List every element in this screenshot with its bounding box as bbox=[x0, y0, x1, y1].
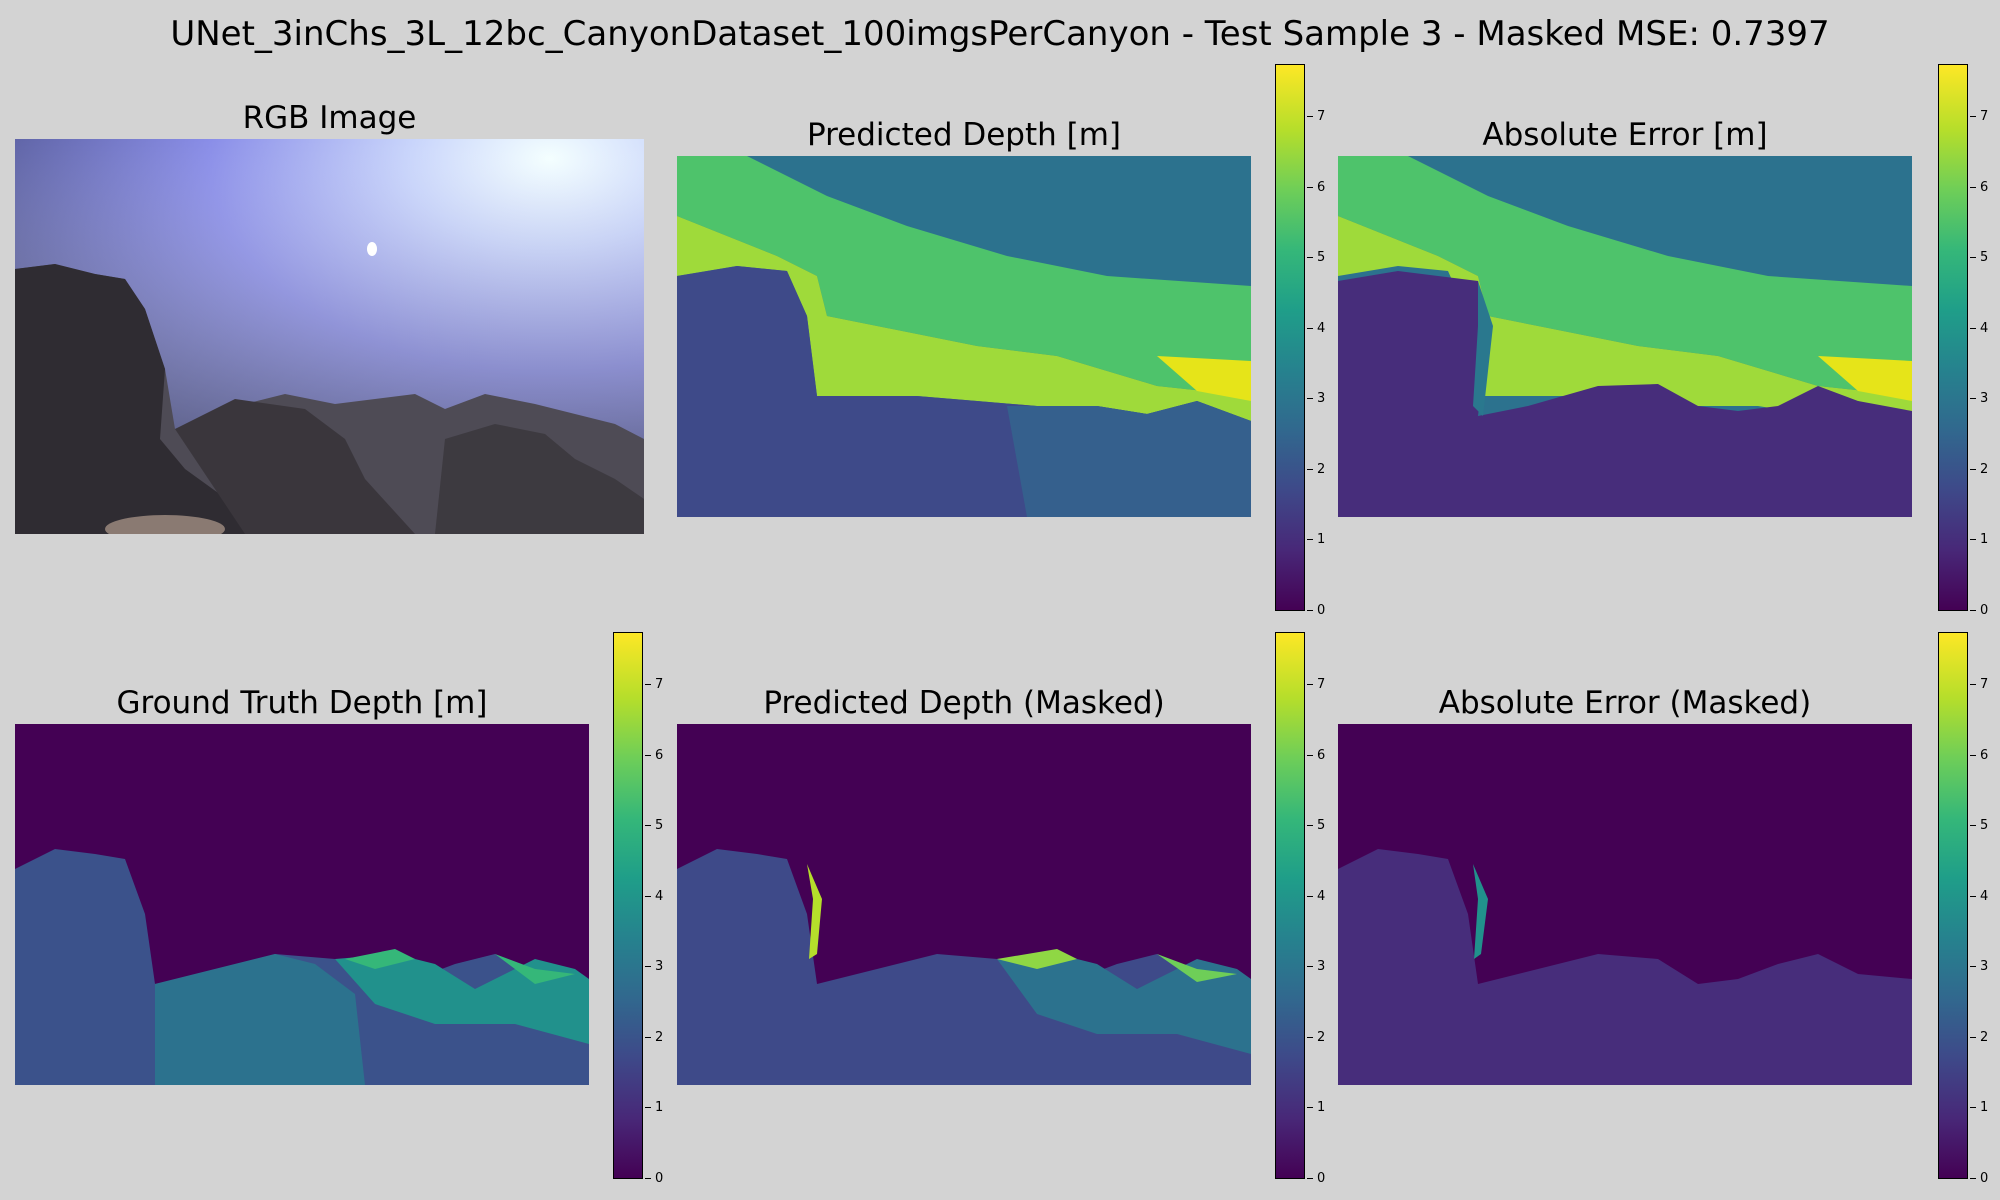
colorbar-tick-label: 7 bbox=[644, 676, 664, 692]
rgb-title: RGB Image bbox=[242, 100, 417, 136]
colorbar-tick-label: 1 bbox=[644, 1100, 664, 1116]
colorbar-tick-label: 0 bbox=[644, 1171, 664, 1186]
colorbar-tick-label: 7 bbox=[1306, 108, 1326, 124]
colorbar-tick-label: 0 bbox=[1306, 603, 1326, 618]
colorbar-tick-label: 5 bbox=[1969, 818, 1989, 834]
colorbar-tick-label: 4 bbox=[1969, 888, 1989, 904]
colorbar-tick-label: 2 bbox=[1306, 461, 1326, 477]
colorbar-tick-label: 1 bbox=[1306, 532, 1326, 548]
colorbar-tick-label: 4 bbox=[1969, 320, 1989, 336]
gt-depth-image bbox=[15, 724, 589, 1085]
colorbar-tick-label: 6 bbox=[1969, 179, 1989, 195]
colorbar-pred-masked bbox=[1275, 632, 1305, 1179]
colorbar-tick-label: 4 bbox=[1306, 888, 1326, 904]
colorbar-tick-label: 2 bbox=[644, 1029, 664, 1045]
figure-title: UNet_3inChs_3L_12bc_CanyonDataset_100img… bbox=[170, 14, 1830, 54]
colorbar-tick-label: 2 bbox=[1969, 1029, 1989, 1045]
colorbar-tick-label: 7 bbox=[1969, 676, 1989, 692]
colorbar-tick-label: 0 bbox=[1969, 1171, 1989, 1186]
colorbar-tick-label: 5 bbox=[1306, 818, 1326, 834]
colorbar-tick-label: 3 bbox=[1306, 959, 1326, 975]
colorbar-tick-label: 7 bbox=[1969, 108, 1989, 124]
colorbar-tick-label: 1 bbox=[1306, 1100, 1326, 1116]
colorbar-tick-label: 3 bbox=[644, 959, 664, 975]
colorbar-tick-label: 3 bbox=[1969, 959, 1989, 975]
colorbar-tick-label: 6 bbox=[644, 747, 664, 763]
colorbar-tick-label: 2 bbox=[1306, 1029, 1326, 1045]
colorbar-tick-label: 6 bbox=[1969, 747, 1989, 763]
colorbar-pred bbox=[1275, 64, 1305, 611]
colorbar-tick-label: 1 bbox=[1969, 1100, 1989, 1116]
err-masked-image bbox=[1338, 724, 1912, 1085]
abs-error-image bbox=[1338, 156, 1912, 517]
colorbar-tick-label: 1 bbox=[1969, 532, 1989, 548]
colorbar-tick-label: 3 bbox=[1969, 391, 1989, 407]
pred-masked-title: Predicted Depth (Masked) bbox=[763, 685, 1165, 721]
err-masked-title: Absolute Error (Masked) bbox=[1438, 685, 1812, 721]
pred-depth-image bbox=[677, 156, 1251, 517]
colorbar-tick-label: 0 bbox=[1306, 1171, 1326, 1186]
colorbar-tick-label: 4 bbox=[1306, 320, 1326, 336]
colorbar-err-masked bbox=[1938, 632, 1968, 1179]
rgb-image bbox=[15, 139, 644, 534]
colorbar-err bbox=[1938, 64, 1968, 611]
colorbar-tick-label: 0 bbox=[1969, 603, 1989, 618]
pred-masked-image bbox=[677, 724, 1251, 1085]
colorbar-tick-label: 5 bbox=[1969, 250, 1989, 266]
colorbar-tick-label: 4 bbox=[644, 888, 664, 904]
colorbar-tick-label: 6 bbox=[1306, 747, 1326, 763]
colorbar-tick-label: 6 bbox=[1306, 179, 1326, 195]
pred-title: Predicted Depth [m] bbox=[806, 117, 1122, 153]
err-title: Absolute Error [m] bbox=[1482, 117, 1768, 153]
gt-title: Ground Truth Depth [m] bbox=[116, 685, 488, 721]
colorbar-tick-label: 2 bbox=[1969, 461, 1989, 477]
colorbar-tick-label: 5 bbox=[644, 818, 664, 834]
colorbar-tick-label: 3 bbox=[1306, 391, 1326, 407]
colorbar-tick-label: 5 bbox=[1306, 250, 1326, 266]
colorbar-tick-label: 7 bbox=[1306, 676, 1326, 692]
colorbar-gt bbox=[613, 632, 643, 1179]
